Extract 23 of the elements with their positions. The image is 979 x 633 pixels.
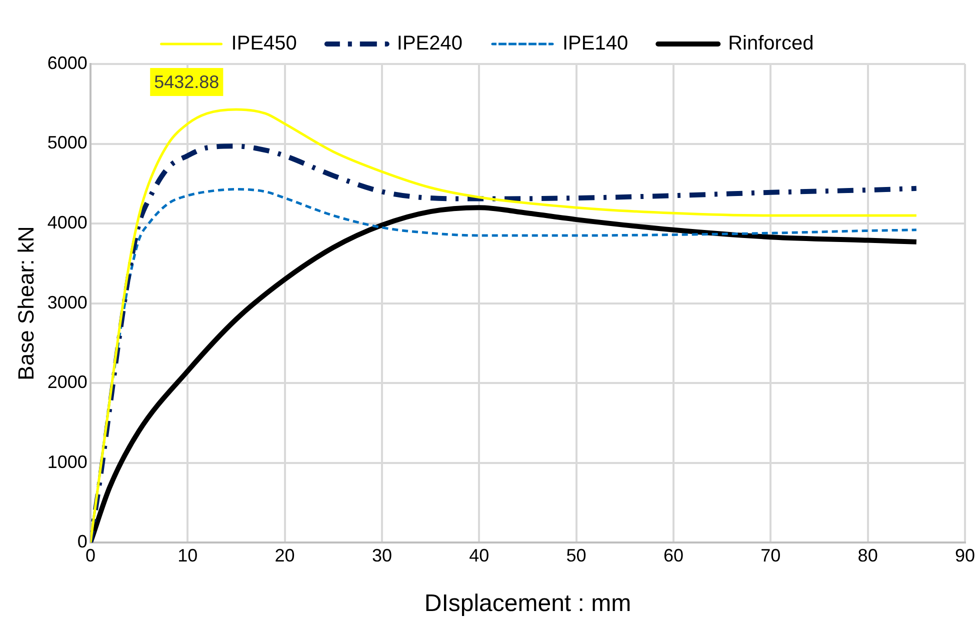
y-tick-label: 2000 <box>47 372 88 392</box>
x-tick-label: 40 <box>469 545 490 566</box>
y-tick-label: 1000 <box>47 452 88 472</box>
x-tick-label: 90 <box>954 545 976 566</box>
x-axis-title: DIsplacement : mm <box>424 590 632 618</box>
legend-label: IPE140 <box>562 32 628 55</box>
y-tick-label: 5000 <box>47 132 88 153</box>
y-tick-label: 6000 <box>47 52 88 73</box>
x-tick-label: 10 <box>178 545 198 566</box>
x-tick-label: 70 <box>760 545 781 566</box>
annotation: 5432.88 <box>154 72 220 92</box>
x-tick-label: 50 <box>566 545 586 566</box>
x-tick-label: 60 <box>663 545 684 566</box>
y-tick-label: 4000 <box>47 212 88 232</box>
y-tick-label: 0 <box>77 532 88 552</box>
legend-label: IPE450 <box>231 32 297 55</box>
legend-label: Rinforced <box>728 32 814 55</box>
y-tick-label: 3000 <box>47 292 88 312</box>
x-tick-label: 80 <box>858 545 878 566</box>
y-axis-title: Base Shear: kN <box>13 226 38 380</box>
x-tick-label: 30 <box>372 545 392 566</box>
legend-label: IPE240 <box>396 32 463 55</box>
x-tick-label: 20 <box>274 545 295 566</box>
